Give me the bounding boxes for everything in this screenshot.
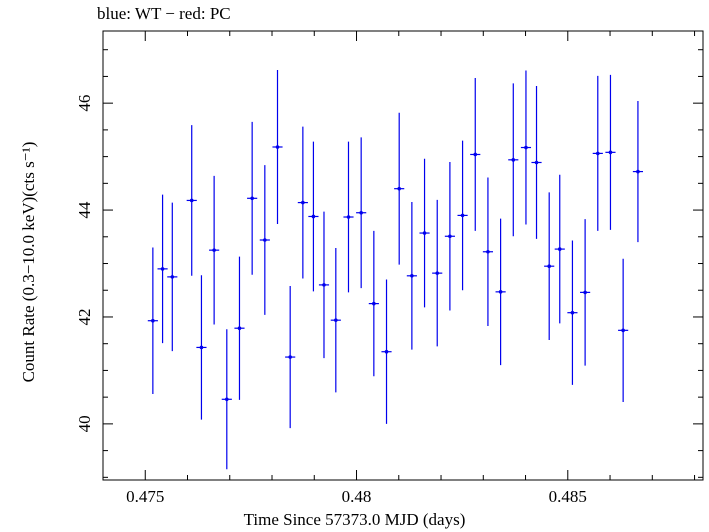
point-marker: [498, 290, 503, 294]
data-point: [356, 137, 367, 289]
point-marker: [250, 196, 254, 201]
point-marker: [511, 158, 516, 162]
data-point: [419, 158, 430, 308]
data-point: [482, 177, 493, 327]
data-point: [632, 101, 643, 243]
point-marker: [212, 248, 216, 252]
data-point: [147, 247, 158, 394]
data-point: [330, 248, 341, 393]
data-point: [247, 121, 258, 275]
point-marker: [263, 238, 267, 242]
tick-marks: [102, 31, 703, 480]
point-marker: [311, 214, 316, 219]
axes: [102, 30, 704, 481]
point-marker: [199, 345, 204, 350]
y-tick-label: 44: [75, 201, 94, 219]
data-point: [297, 126, 308, 279]
data-point: [234, 256, 245, 400]
y-tick-label: 40: [75, 415, 94, 432]
data-point: [381, 279, 392, 424]
point-marker: [448, 234, 452, 239]
point-marker: [608, 150, 613, 155]
data-point: [470, 78, 481, 231]
point-marker: [636, 169, 640, 174]
point-marker: [410, 274, 414, 278]
point-marker: [372, 301, 376, 306]
data-point: [406, 202, 417, 350]
data-point: [554, 174, 565, 324]
data-point: [444, 161, 455, 311]
point-marker: [237, 326, 242, 330]
data-point: [209, 175, 220, 325]
y-tick-label: 46: [75, 95, 94, 112]
data-point: [457, 140, 468, 291]
data-point: [186, 125, 197, 276]
point-marker: [524, 145, 528, 150]
data-point: [343, 141, 354, 293]
data-point: [618, 258, 629, 402]
data-point: [157, 194, 168, 344]
point-marker: [160, 267, 165, 271]
point-marker: [301, 200, 305, 205]
data-point: [544, 192, 555, 340]
point-marker: [486, 249, 490, 254]
point-marker: [460, 213, 465, 218]
point-marker: [595, 151, 600, 156]
data-point: [592, 75, 603, 231]
plot-frame: [102, 30, 704, 481]
data-point: [368, 230, 379, 377]
point-marker: [275, 145, 280, 149]
data-point: [394, 112, 405, 265]
point-marker: [359, 210, 363, 215]
data-point: [567, 240, 578, 385]
point-marker: [288, 355, 292, 359]
data-point: [495, 218, 506, 366]
point-marker: [435, 271, 440, 275]
point-marker: [225, 397, 229, 402]
point-marker: [583, 290, 587, 295]
data-point: [308, 141, 319, 292]
chart-title: blue: WT − red: PC: [97, 4, 231, 23]
data-point: [196, 275, 207, 420]
data-point: [580, 219, 591, 366]
point-marker: [547, 264, 551, 268]
point-marker: [334, 318, 338, 322]
point-marker: [189, 198, 194, 203]
x-tick-label: 0.475: [126, 487, 164, 506]
point-marker: [422, 231, 427, 235]
point-marker: [151, 318, 155, 323]
data-point: [531, 86, 542, 239]
y-tick-label: 42: [75, 308, 94, 325]
point-marker: [473, 152, 478, 157]
point-marker: [346, 215, 351, 219]
x-axis-label: Time Since 57373.0 MJD (days): [243, 510, 466, 529]
data-point: [508, 83, 519, 237]
x-tick-label: 0.485: [549, 487, 587, 506]
data-points: [147, 70, 643, 470]
data-point: [285, 285, 296, 429]
data-point: [221, 329, 232, 470]
tick-labels: 0.475 0.48 0.485 40 42 44 46: [75, 95, 587, 506]
point-marker: [384, 349, 389, 354]
data-point: [318, 211, 330, 359]
data-point: [167, 202, 178, 352]
point-marker: [397, 186, 401, 191]
data-point: [520, 70, 532, 225]
data-point: [605, 74, 616, 230]
point-marker: [621, 328, 625, 333]
point-marker: [557, 247, 562, 251]
data-point: [272, 70, 283, 224]
x-tick-label: 0.48: [342, 487, 372, 506]
point-marker: [170, 275, 175, 279]
point-marker: [322, 283, 326, 287]
data-point: [432, 199, 443, 347]
point-marker: [534, 160, 539, 165]
data-point: [259, 165, 270, 315]
point-marker: [570, 310, 575, 315]
